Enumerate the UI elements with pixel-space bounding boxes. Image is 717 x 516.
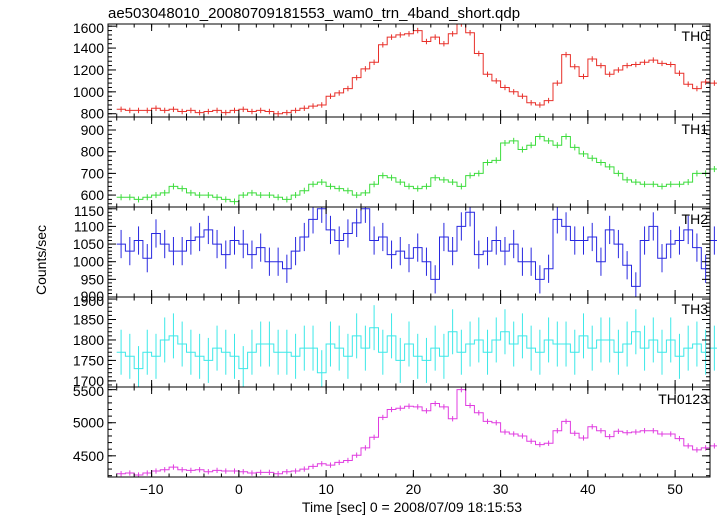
- y-tick-label: 1850: [73, 312, 104, 328]
- series-th0: [116, 23, 717, 117]
- y-tick-label: 4500: [73, 448, 104, 464]
- y-tick-label: 800: [81, 106, 105, 122]
- series-th2: [116, 207, 717, 297]
- panel-frame: [107, 116, 711, 208]
- x-tick-label: 50: [667, 481, 683, 497]
- x-tick-label: 20: [406, 481, 422, 497]
- chart-title: ae503048010_20080709181553_wam0_trn_4ban…: [108, 5, 520, 22]
- y-tick-label: 1100: [74, 218, 104, 234]
- y-tick-label: 5000: [73, 415, 104, 431]
- y-tick-label: 1000: [73, 254, 104, 270]
- panel-label: TH2: [682, 211, 709, 227]
- panel-th0: 800 1000 1200 1400 1600 TH0: [73, 20, 717, 122]
- x-axis-title: Time [sec] 0 = 2008/07/09 18:15:53: [302, 499, 522, 515]
- x-tick-label: 0: [235, 481, 243, 497]
- y-tick-label: 1000: [73, 84, 104, 100]
- panel-label: TH3: [682, 301, 709, 317]
- y-tick-label: 1600: [73, 20, 104, 36]
- y-tick-label: 900: [81, 122, 105, 138]
- series-th0123: [116, 387, 717, 477]
- panel-label: TH1: [682, 121, 709, 137]
- step-line: [116, 23, 717, 115]
- panel-th1: 600 700 800 900 TH1: [81, 116, 717, 208]
- panel-frame: [107, 386, 711, 478]
- panel-th3: 1700 1750 1800 1850 1900 TH3: [73, 293, 717, 389]
- x-tick-label: −10: [140, 481, 164, 497]
- panel-th0123: 4500 5000 5500 TH0123 −10 0 10 20 30 40 50: [73, 383, 717, 497]
- y-tick-label: 1400: [73, 40, 104, 56]
- y-axis-title: Counts/sec: [33, 225, 49, 295]
- y-tick-label: 1200: [73, 62, 104, 78]
- panel-label: TH0123: [658, 391, 708, 407]
- panel-label: TH0: [682, 28, 709, 44]
- series-th1: [116, 133, 717, 205]
- y-tick-label: 900: [81, 288, 105, 304]
- step-line: [116, 136, 717, 203]
- x-tick-label: 40: [580, 481, 596, 497]
- x-tick-label: 30: [493, 481, 509, 497]
- y-tick-label: 800: [81, 144, 105, 160]
- y-tick-label: 1750: [73, 352, 104, 368]
- y-tick-label: 1700: [73, 373, 104, 389]
- y-tick-label: 1900: [73, 293, 104, 309]
- x-tick-label: 10: [318, 481, 334, 497]
- y-tick-label: 1050: [73, 236, 104, 252]
- y-tick-label: 600: [81, 187, 105, 203]
- y-tick-label: 1800: [73, 332, 104, 348]
- y-tick-label: 700: [81, 165, 105, 181]
- y-tick-label: 5500: [73, 383, 104, 399]
- y-tick-label: 1150: [74, 203, 104, 219]
- series-th3: [116, 305, 717, 387]
- y-tick-label: 950: [81, 271, 105, 287]
- step-line: [116, 327, 717, 374]
